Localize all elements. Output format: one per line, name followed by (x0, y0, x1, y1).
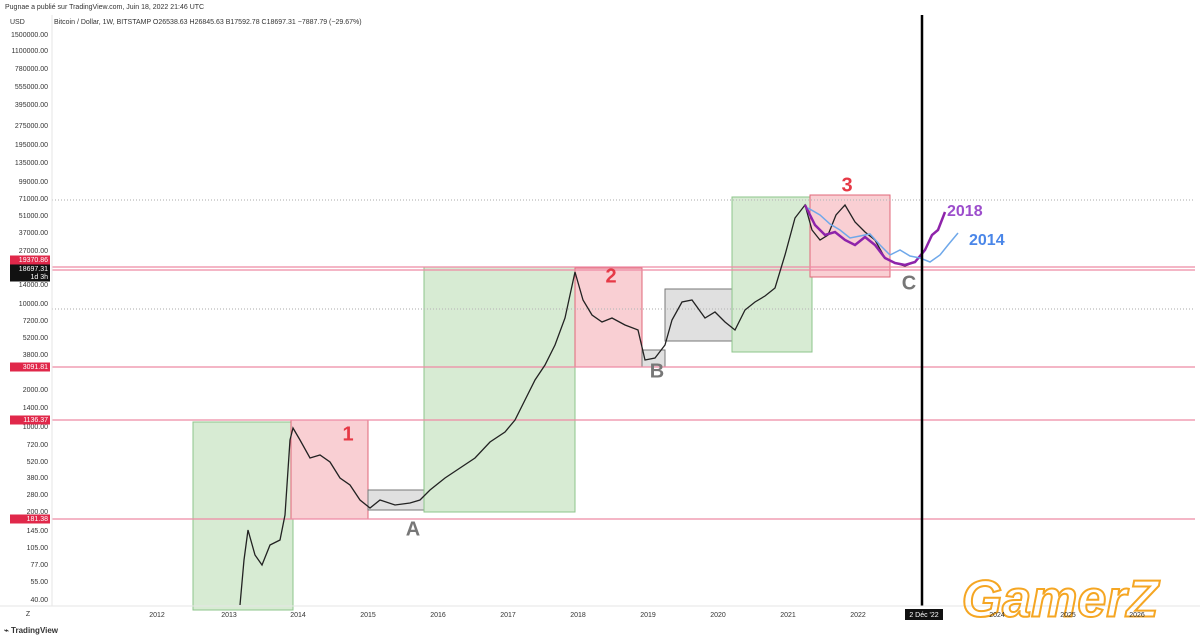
price-badge (10, 415, 50, 425)
price-path (239, 203, 916, 606)
x-tick-label: 2019 (640, 612, 656, 619)
red-zone (574, 267, 643, 368)
x-tick-label: 2012 (149, 612, 165, 619)
price-badge-label: 181.38 (27, 516, 49, 523)
cursor-badge (905, 609, 943, 620)
green-zone (731, 196, 813, 353)
y-tick-label: 105.00 (27, 545, 49, 552)
watermark: GamerZ (962, 571, 1161, 629)
price-badge (10, 514, 50, 524)
y-tick-label: 7200.00 (23, 318, 48, 325)
fractal-2018-path (803, 204, 947, 267)
y-tick-label: 145.00 (27, 528, 49, 535)
annotation: 3 (841, 174, 852, 196)
y-tick-label: 14000.00 (19, 282, 48, 289)
x-tick-label: 2021 (780, 612, 796, 619)
x-tick-label: 2026 (1129, 612, 1145, 619)
x-tick-label: 2013 (221, 612, 237, 619)
y-tick-label: 395000.00 (15, 102, 48, 109)
price-badge (10, 255, 50, 265)
x-tick-label: 2024 (989, 612, 1005, 619)
cursor-label: 2 Déc '22 (909, 612, 938, 619)
y-tick-label: 10000.00 (19, 301, 48, 308)
y-tick-label: 99000.00 (19, 179, 48, 186)
annotation: 2018 (947, 203, 983, 220)
y-tick-label: 55.00 (30, 579, 48, 586)
y-tick-label: 780000.00 (15, 66, 48, 73)
y-tick-label: 195000.00 (15, 142, 48, 149)
y-tick-label: 520.00 (27, 459, 49, 466)
y-tick-label: 51000.00 (19, 213, 48, 220)
zones (192, 194, 891, 611)
y-tick-label: 1000.00 (23, 424, 48, 431)
annotation: 2 (605, 265, 616, 287)
x-tick-label: 2014 (290, 612, 306, 619)
y-tick-label: 40.00 (30, 597, 48, 604)
y-tick-label: 1500000.00 (11, 32, 48, 39)
x-tick-label: 2015 (360, 612, 376, 619)
price-badge (10, 362, 50, 372)
annotation: A (406, 518, 420, 540)
levels (52, 199, 1195, 520)
annotation: 2014 (969, 232, 1005, 249)
y-tick-label: 5200.00 (23, 335, 48, 342)
price-badge-label: 3091.81 (23, 364, 48, 371)
x-tick-label: 2022 (850, 612, 866, 619)
y-tick-label: 720.00 (27, 442, 49, 449)
price-badge-label: 1d 3h (30, 274, 48, 281)
x-tick-label: 2018 (570, 612, 586, 619)
gray-zone (367, 489, 425, 511)
red-zone (290, 419, 369, 520)
annotation: 1 (342, 423, 353, 445)
y-tick-label: 275000.00 (15, 123, 48, 130)
y-tick-label: 37000.00 (19, 230, 48, 237)
annotation: C (902, 272, 916, 294)
x-tick-label: 2020 (710, 612, 726, 619)
currency-label: USD (10, 19, 25, 26)
y-tick-label: 3800.00 (23, 352, 48, 359)
y-tick-label: 2000.00 (23, 387, 48, 394)
price-badge-label: 1136.37 (23, 417, 48, 424)
y-tick-label: 380.00 (27, 475, 49, 482)
price-badge-label: 19370.86 (19, 257, 48, 264)
y-tick-label: 71000.00 (19, 196, 48, 203)
green-zone (423, 266, 576, 513)
price-badge (10, 264, 50, 274)
y-tick-label: 1400.00 (23, 405, 48, 412)
header-symbol: Bitcoin / Dollar, 1W, BITSTAMP O26538.63… (54, 19, 362, 26)
y-tick-label: 200.00 (27, 509, 49, 516)
x-tick-label: 2017 (500, 612, 516, 619)
y-tick-label: 135000.00 (15, 160, 48, 167)
price-badge-label: 18697.31 (19, 266, 48, 273)
y-tick-label: 77.00 (30, 562, 48, 569)
y-tick-label: 27000.00 (19, 248, 48, 255)
annotation: B (650, 360, 664, 382)
header-publisher: Pugnae a publié sur TradingView.com, Jui… (5, 4, 204, 11)
price-badge (10, 272, 50, 282)
y-tick-label: 1100000.00 (12, 48, 49, 55)
x-tick-label: 2025 (1060, 612, 1076, 619)
x-tick-label: 2016 (430, 612, 446, 619)
fractal-2014-path (807, 207, 959, 263)
green-zone (192, 421, 294, 611)
scale-button: Z (26, 611, 31, 618)
footer-brand-text: TradingView (11, 626, 59, 635)
y-tick-label: 280.00 (27, 492, 49, 499)
y-tick-label: 555000.00 (15, 84, 48, 91)
footer-brand: ⌁ TradingView (4, 626, 59, 635)
red-zone (809, 194, 891, 278)
